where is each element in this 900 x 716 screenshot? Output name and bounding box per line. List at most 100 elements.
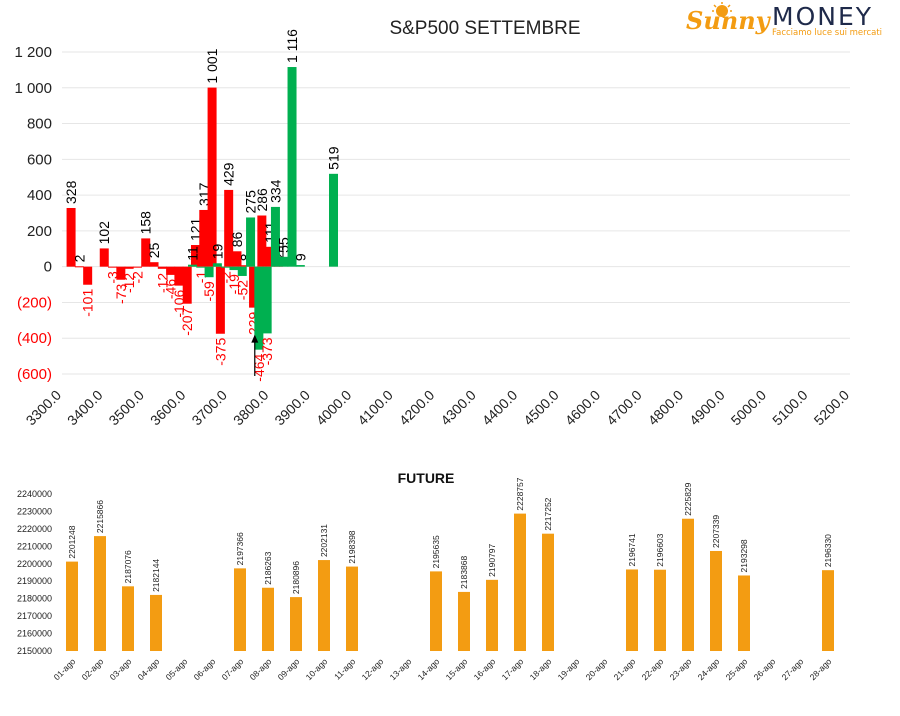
chart2-y-tick-label: 2220000 [17, 524, 52, 534]
chart1-bar [116, 266, 126, 280]
chart1-bar [249, 266, 259, 308]
chart2-data-label: 2202131 [319, 524, 329, 557]
chart1-x-tick-label: 4800.0 [645, 387, 687, 429]
chart2-x-tick-label: 25-ago [724, 656, 750, 682]
chart1-x-tick-label: 4300.0 [437, 387, 479, 429]
chart2-data-label: 2193298 [739, 539, 749, 572]
chart1-bar [221, 266, 231, 268]
chart1-bar [141, 238, 151, 267]
chart2-data-label: 2187076 [123, 550, 133, 583]
chart1-x-tick-label: 4600.0 [562, 387, 604, 429]
chart2-data-label: 2198398 [347, 530, 357, 563]
chart1-x-tick-label: 4900.0 [686, 387, 728, 429]
chart2-x-tick-label: 10-ago [304, 656, 330, 682]
chart1-data-label: 429 [221, 162, 237, 186]
chart1-bar [74, 266, 84, 268]
chart1-bar [229, 266, 239, 271]
chart1-bar [295, 265, 305, 267]
chart1-data-label: 1 116 [284, 29, 300, 63]
chart1-data-label: -12 [154, 273, 170, 293]
chart1-title: S&P500 SETTEMBRE [389, 18, 580, 39]
chart2-data-label: 2207339 [711, 515, 721, 548]
chart1-bar [212, 263, 222, 267]
chart1-x-tick-label: 3400.0 [64, 387, 106, 429]
chart1-bar [265, 246, 275, 267]
chart1-bar [187, 264, 197, 267]
chart1-y-tick-label: (600) [17, 366, 52, 383]
chart2-x-tick-label: 18-ago [528, 656, 554, 682]
chart2-data-label: 2201248 [67, 525, 77, 558]
chart2-x-tick-label: 24-ago [696, 656, 722, 682]
chart2-bar [626, 569, 638, 651]
logo-tagline: Facciamo luce sui mercati [772, 28, 883, 38]
chart2-x-tick-label: 14-ago [416, 656, 442, 682]
chart2-x-tick-label: 05-ago [164, 656, 190, 682]
chart2-data-label: 2196741 [627, 533, 637, 566]
chart1-x-tick-label: 4100.0 [354, 387, 396, 429]
chart1-bar [237, 266, 247, 276]
chart1-x-tick-label: 5000.0 [728, 387, 770, 429]
chart1-data-label: 286 [254, 188, 270, 212]
chart1-data-label: 158 [138, 211, 154, 235]
chart2-data-label: 2196330 [823, 534, 833, 567]
chart1-bar [199, 209, 209, 267]
chart2-bar [430, 571, 442, 651]
chart2-data-label: 2197366 [235, 532, 245, 565]
chart2-x-tick-label: 26-ago [752, 656, 778, 682]
chart1-data-label: -2 [129, 271, 145, 284]
chart1-data-label: 25 [146, 242, 162, 258]
chart1-y-tick-label: 1 000 [14, 80, 52, 97]
chart1-bar [246, 217, 256, 267]
chart1-data-label: 2 [71, 254, 87, 262]
chart1-bar [287, 67, 297, 267]
chart1-data-label: 519 [326, 146, 342, 170]
chart2-bar [66, 561, 78, 651]
chart2-bar [738, 575, 750, 651]
chart1-bar [224, 189, 234, 267]
chart1-bar [270, 206, 280, 267]
chart2-y-tick-label: 2210000 [17, 541, 52, 551]
chart2-x-tick-label: 27-ago [780, 656, 806, 682]
chart2-y-tick-label: 2190000 [17, 576, 52, 586]
chart1-x-tick-label: 3900.0 [271, 387, 313, 429]
chart1-bar [240, 265, 250, 267]
chart2-data-label: 2182144 [151, 559, 161, 592]
chart2-x-tick-label: 06-ago [192, 656, 218, 682]
logo-caps-text: MONEY [772, 2, 874, 31]
chart1-marker-arrow-head [251, 334, 259, 343]
chart2-data-label: 2195635 [431, 535, 441, 568]
chart2-bar [542, 533, 554, 651]
chart1-x-tick-label: 5200.0 [811, 387, 853, 429]
chart2-y-tick-label: 2240000 [17, 489, 52, 499]
chart1-bar [182, 266, 192, 304]
chart1-bar [257, 215, 267, 267]
chart1-bar [207, 87, 217, 267]
chart1-y-tick-label: 800 [27, 116, 52, 133]
chart2-data-label: 2228757 [515, 477, 525, 510]
chart1-x-tick-label: 4500.0 [520, 387, 562, 429]
chart2-data-label: 2186263 [263, 551, 273, 584]
chart1-x-tick-label: 3500.0 [105, 387, 147, 429]
chart1-x-tick-label: 3700.0 [188, 387, 230, 429]
chart2-y-tick-label: 2150000 [17, 646, 52, 656]
chart2-x-tick-label: 12-ago [360, 656, 386, 682]
chart1-data-label: 102 [96, 221, 112, 245]
chart2-bar [262, 587, 274, 651]
chart2-x-tick-label: 19-ago [556, 656, 582, 682]
chart1-data-label: 19 [209, 243, 225, 259]
chart1-x-tick-label: 4000.0 [313, 387, 355, 429]
chart1-bar [190, 245, 200, 267]
chart2-bar [318, 560, 330, 651]
chart1-x-tick-label: 4400.0 [479, 387, 521, 429]
chart2-x-tick-label: 28-ago [808, 656, 834, 682]
chart1-y-tick-label: 600 [27, 151, 52, 168]
chart2-bar [122, 586, 134, 651]
chart2-x-tick-label: 02-ago [80, 656, 106, 682]
chart1-x-tick-label: 3600.0 [147, 387, 189, 429]
chart2-data-label: 2183868 [459, 556, 469, 589]
chart1-data-label: -373 [259, 337, 275, 365]
chart1-data-label: -2 [218, 271, 234, 284]
chart1-bar [66, 207, 76, 267]
chart2-x-tick-label: 13-ago [388, 656, 414, 682]
chart1-bar [262, 266, 272, 334]
